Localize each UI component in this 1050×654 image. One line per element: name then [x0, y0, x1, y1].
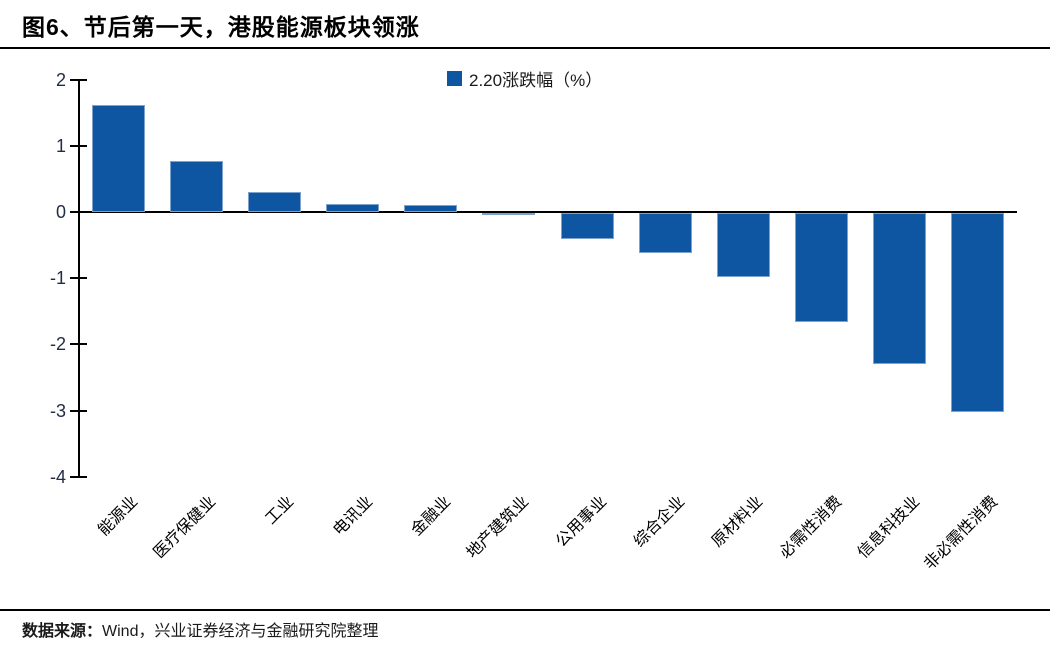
- y-axis-tick: [70, 78, 87, 81]
- x-axis-category-label: 医疗保健业: [150, 493, 220, 562]
- chart-bar: [873, 213, 927, 364]
- footer-divider: [0, 609, 1050, 611]
- title-divider: [0, 47, 1050, 49]
- chart-bar: [795, 213, 849, 323]
- x-axis-category-label: 公用事业: [553, 493, 611, 551]
- chart-bar: [326, 204, 380, 212]
- y-axis-tick: [70, 409, 87, 412]
- y-axis-tick-label: 0: [55, 202, 66, 222]
- y-axis-tick: [70, 343, 87, 346]
- zero-baseline: [79, 211, 1017, 213]
- data-source-label: 数据来源：: [22, 623, 103, 640]
- x-axis-category-label: 非必需性消费: [921, 493, 1002, 574]
- x-axis-category-label: 金融业: [408, 493, 455, 540]
- y-axis-tick: [70, 475, 87, 478]
- y-axis-tick-label: -1: [49, 268, 66, 289]
- chart-bar: [951, 213, 1005, 412]
- y-axis-tick: [70, 144, 87, 147]
- y-axis-tick-label: 2: [55, 69, 66, 90]
- chart-bar: [404, 205, 458, 212]
- chart-bar: [560, 213, 614, 239]
- chart-bar: [482, 213, 536, 215]
- x-axis-category-label: 能源业: [95, 493, 142, 540]
- chart-bar: [638, 213, 692, 253]
- data-source: 数据来源：Wind，兴业证券经济与金融研究院整理: [22, 617, 378, 641]
- x-axis-category-label: 必需性消费: [776, 493, 845, 562]
- chart-bar: [91, 105, 145, 212]
- legend-label: 2.20涨跌幅（%）: [469, 71, 603, 90]
- legend-swatch-icon: [447, 71, 462, 86]
- x-axis-category-label: 信息科技业: [854, 493, 924, 562]
- y-axis-tick: [70, 211, 87, 213]
- y-axis-tick: [70, 277, 87, 280]
- x-axis-category-label: 工业: [263, 493, 298, 528]
- x-axis-category-label: 地产建筑业: [463, 493, 533, 562]
- y-axis-tick-label: -3: [49, 400, 66, 421]
- x-axis-category-label: 综合企业: [631, 493, 689, 551]
- chart-bar: [169, 161, 223, 212]
- y-axis-tick-label: 1: [55, 135, 66, 156]
- chart-bar: [247, 192, 301, 212]
- x-axis-category-label: 原材料业: [709, 493, 767, 551]
- figure-title: 图6、节后第一天，港股能源板块领涨: [22, 14, 420, 40]
- y-axis-tick-label: -4: [49, 466, 66, 487]
- chart-bar: [716, 213, 770, 278]
- data-source-text: Wind，兴业证券经济与金融研究院整理: [102, 623, 379, 640]
- x-axis-category-label: 电讯业: [329, 493, 376, 540]
- y-axis-tick-label: -2: [49, 334, 66, 355]
- chart-legend: 2.20涨跌幅（%）: [447, 66, 602, 91]
